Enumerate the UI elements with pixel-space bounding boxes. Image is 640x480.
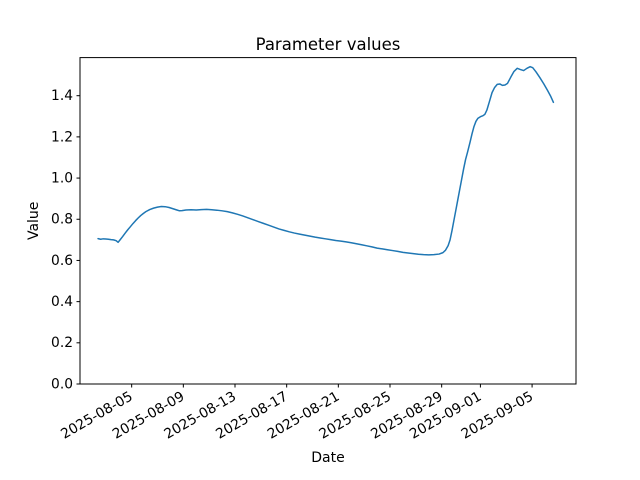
x-axis-label: Date [311, 450, 344, 466]
axes-frame [79, 57, 577, 385]
y-tick-label: 1.4 [51, 88, 73, 104]
y-axis-label: Value [26, 202, 42, 240]
chart-title: Parameter values [256, 35, 401, 54]
y-axis-ticks: 0.0 0.2 0.4 0.6 0.8 1.0 1.2 1.4 [51, 88, 80, 392]
y-tick-label: 0.4 [51, 294, 73, 310]
y-tick-label: 1.2 [51, 129, 73, 145]
series-line-parameter-values [97, 65, 555, 256]
plot-series [97, 65, 555, 256]
y-tick-label: 1.0 [51, 170, 73, 186]
y-tick-label: 0.8 [51, 212, 73, 228]
x-axis-ticks: 2025-08-052025-08-092025-08-132025-08-17… [58, 384, 536, 443]
y-tick-label: 0.0 [51, 376, 73, 392]
y-tick-label: 0.6 [51, 253, 73, 269]
y-tick-label: 0.2 [51, 335, 73, 351]
